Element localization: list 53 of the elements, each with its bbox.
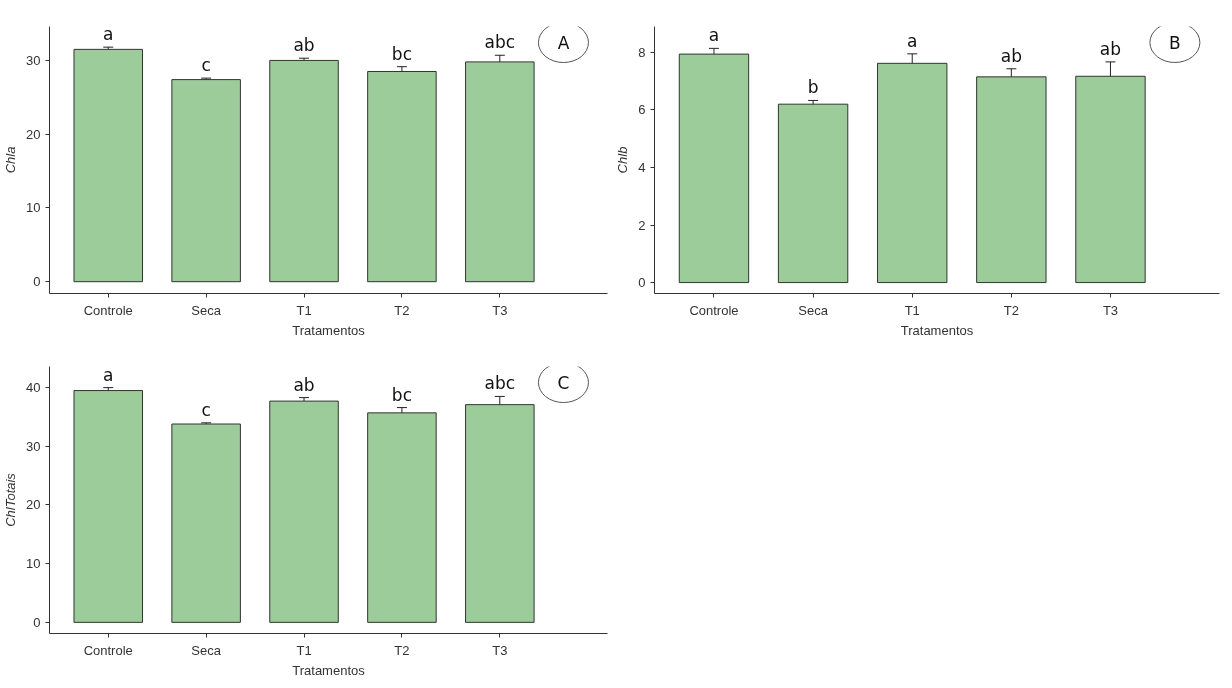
x-tick-label: Controle — [83, 302, 133, 318]
x-tick-label: T2 — [394, 642, 410, 658]
x-tick-label: Seca — [798, 302, 829, 318]
y-axis-title: Chla — [3, 146, 19, 174]
annotation: a — [708, 25, 720, 46]
y-tick-label: 40 — [26, 380, 41, 396]
annotation: A — [557, 32, 570, 53]
x-tick-label: Seca — [191, 302, 222, 318]
x-tick-label: T3 — [492, 642, 508, 658]
x-tick-label: T1 — [296, 302, 312, 318]
annotation: abc — [484, 373, 516, 394]
annotation: a — [103, 24, 114, 45]
y-tick-label: 10 — [26, 200, 41, 216]
annotation: ab — [1099, 38, 1122, 59]
annotation: abc — [484, 32, 516, 53]
x-tick-label: T1 — [904, 302, 920, 318]
x-tick-label: Controle — [689, 302, 739, 318]
annotation: B — [1169, 32, 1181, 53]
annotation: c — [201, 55, 211, 76]
y-tick-label: 6 — [638, 102, 646, 118]
x-axis-title: Tratamentos — [292, 322, 366, 338]
y-axis-title: ChlTotais — [3, 472, 19, 527]
x-tick-label: Controle — [83, 642, 133, 658]
annotation: ab — [293, 374, 315, 395]
x-tick-label: T2 — [394, 302, 410, 318]
annotation: b — [807, 77, 819, 98]
annotation: C — [557, 372, 570, 393]
y-tick-label: 8 — [638, 44, 646, 60]
y-tick-label: 0 — [638, 275, 646, 291]
y-tick-label: 4 — [638, 159, 646, 175]
annotation: ab — [1000, 45, 1022, 66]
y-tick-label: 30 — [26, 52, 41, 68]
y-tick-label: 2 — [638, 217, 646, 233]
y-tick-label: 20 — [26, 126, 41, 142]
y-tick-label: 10 — [26, 556, 41, 572]
annotation: a — [907, 30, 918, 51]
x-tick-label: T3 — [492, 302, 508, 318]
annotation: ab — [293, 35, 315, 56]
y-tick-label: 0 — [33, 614, 41, 630]
y-tick-label: 30 — [26, 438, 41, 454]
annotation: bc — [391, 384, 412, 405]
x-tick-label: T2 — [1003, 302, 1019, 318]
annotation: a — [103, 364, 114, 385]
y-axis-title: Chlb — [615, 146, 631, 174]
x-axis-title: Tratamentos — [292, 662, 366, 678]
y-tick-label: 0 — [33, 274, 41, 290]
annotation: c — [201, 399, 211, 420]
x-tick-label: T1 — [296, 642, 312, 658]
y-tick-label: 20 — [26, 497, 41, 513]
x-tick-label: Seca — [191, 642, 222, 658]
annotation: bc — [391, 43, 412, 64]
x-tick-label: T3 — [1102, 302, 1119, 318]
x-axis-title: Tratamentos — [900, 322, 974, 338]
